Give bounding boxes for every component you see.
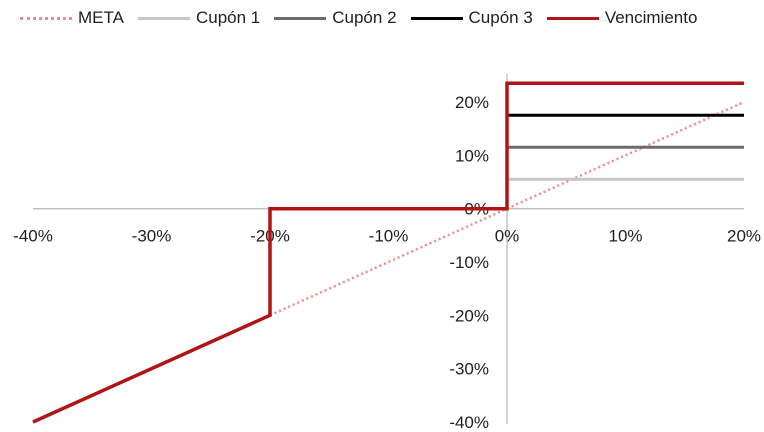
meta-series-line <box>269 100 745 317</box>
legend-item-cupon-2: Cupón 2 <box>274 8 397 28</box>
x-tick-label: 0% <box>495 227 520 246</box>
legend-label-cupon-3: Cupón 3 <box>468 8 533 27</box>
y-tick-label: -10% <box>449 253 489 272</box>
legend-label-meta: META <box>78 8 124 27</box>
y-tick-label: 10% <box>455 146 489 165</box>
x-tick-label: -40% <box>13 227 53 246</box>
legend-swatch-cupon-2 <box>274 16 327 20</box>
legend-swatch-cupon-1 <box>137 16 190 20</box>
legend-item-cupon-3: Cupón 3 <box>410 8 533 28</box>
vencimiento-series-line <box>32 81 744 424</box>
x-tick-label: 20% <box>727 227 761 246</box>
legend-label-cupon-2: Cupón 2 <box>332 8 397 27</box>
legend-swatch-vencimiento <box>546 16 599 20</box>
y-tick-label: -40% <box>449 413 489 432</box>
legend-item-cupon-1: Cupón 1 <box>137 8 261 28</box>
legend-label-cupon-1: Cupón 1 <box>195 8 261 27</box>
x-tick-label: -30% <box>132 227 172 246</box>
legend-item-meta: META <box>20 8 124 28</box>
x-tick-label: 10% <box>608 227 642 246</box>
y-tick-label: -30% <box>449 360 489 379</box>
chart-legend: META Cupón 1 Cupón 2 Cupón 3 Vencimiento <box>20 8 711 28</box>
legend-label-vencimiento: Vencimiento <box>604 8 698 27</box>
x-tick-label: -10% <box>369 227 409 246</box>
y-tick-label: -20% <box>449 306 489 325</box>
legend-swatch-meta <box>20 16 72 20</box>
legend-item-vencimiento: Vencimiento <box>546 8 698 28</box>
legend-swatch-cupon-3 <box>410 16 463 20</box>
y-tick-label: 20% <box>455 93 489 112</box>
